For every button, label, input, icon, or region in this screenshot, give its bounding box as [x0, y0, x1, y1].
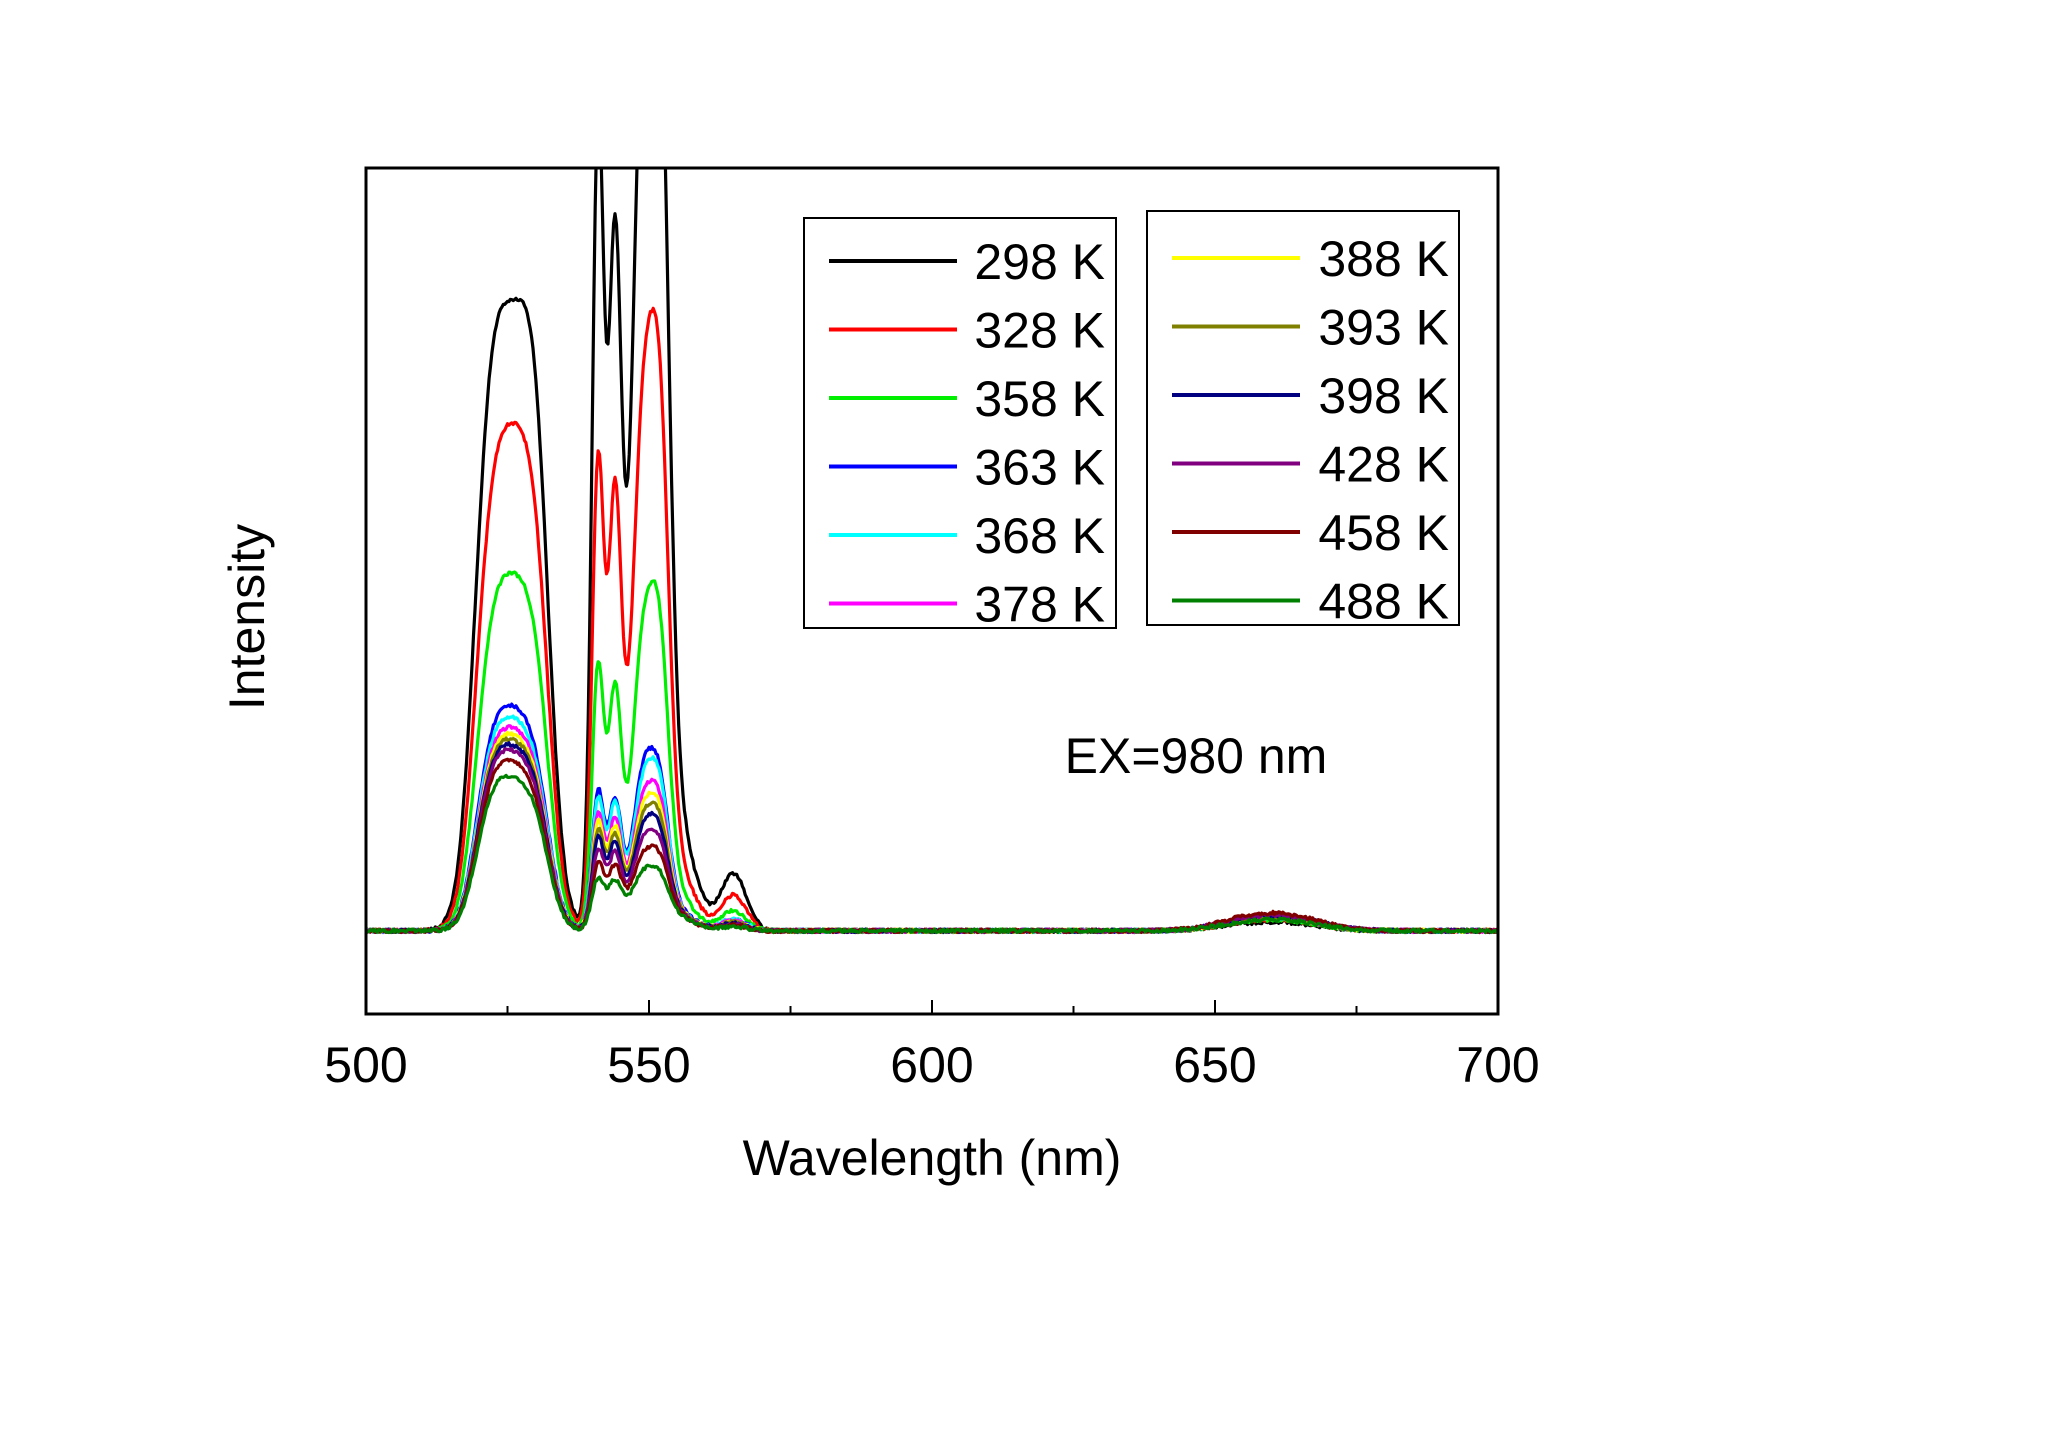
legend-label: 328 K [974, 303, 1105, 359]
x-tick-label: 500 [324, 1037, 407, 1093]
legend-entries: 298 K 328 K 358 K 363 K 368 K 378 K 388 K 393 K… [829, 231, 1449, 633]
legend-box-right [1146, 210, 1460, 626]
x-tick-label: 550 [607, 1037, 690, 1093]
legend: 298 K 328 K 358 K 363 K 368 K 378 K 388 K 393 K… [803, 210, 1460, 633]
series-layer [366, 168, 1498, 935]
x-axis-tick-labels: 500 550 600 650 700 [324, 1037, 1539, 1093]
legend-label: 458 K [1318, 505, 1449, 561]
series-line [366, 773, 1498, 935]
x-tick-label: 700 [1456, 1037, 1539, 1093]
legend-label: 368 K [974, 508, 1105, 564]
x-tick-label: 650 [1173, 1037, 1256, 1093]
legend-label: 358 K [974, 371, 1105, 427]
excitation-annotation: EX=980 nm [1065, 728, 1328, 784]
legend-box-left [803, 217, 1117, 629]
x-axis-ticks [506, 1000, 1358, 1014]
legend-label: 488 K [1318, 574, 1449, 630]
y-axis-label: Intensity [219, 524, 275, 710]
legend-label: 393 K [1318, 300, 1449, 356]
legend-label: 363 K [974, 440, 1105, 496]
legend-label: 378 K [974, 577, 1105, 633]
legend-label: 398 K [1318, 368, 1449, 424]
x-axis-label: Wavelength (nm) [743, 1130, 1122, 1186]
x-tick-label: 600 [890, 1037, 973, 1093]
legend-label: 388 K [1318, 231, 1449, 287]
legend-label: 298 K [974, 234, 1105, 290]
legend-label: 428 K [1318, 437, 1449, 493]
